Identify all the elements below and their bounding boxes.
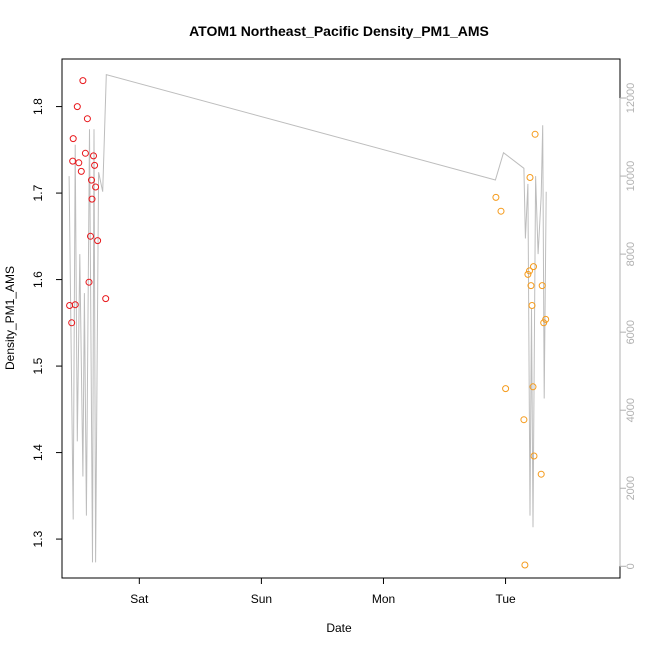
data-point bbox=[497, 207, 505, 215]
data-point bbox=[83, 115, 91, 123]
y-right-tick-label: 12000 bbox=[625, 83, 637, 114]
y-tick-label: 1.6 bbox=[31, 271, 45, 288]
data-point bbox=[75, 159, 83, 167]
x-axis-label: Date bbox=[326, 621, 352, 635]
data-point bbox=[531, 130, 539, 138]
chart-title: ATOM1 Northeast_Pacific Density_PM1_AMS bbox=[189, 23, 489, 39]
y-tick-label: 1.5 bbox=[31, 357, 45, 374]
data-point bbox=[66, 302, 74, 309]
y-right-tick-label: 4000 bbox=[625, 398, 637, 422]
data-point bbox=[87, 232, 94, 240]
y-right-tick-label: 6000 bbox=[625, 320, 637, 344]
x-axis: Sat Sun Mon Tue bbox=[130, 577, 516, 606]
data-point bbox=[537, 470, 545, 478]
y-axis-left: 1.3 1.4 1.5 1.6 1.7 1.8 bbox=[31, 98, 63, 547]
data-point bbox=[69, 135, 77, 143]
data-point bbox=[530, 452, 538, 460]
y-axis-label: Density_PM1_AMS bbox=[3, 266, 17, 370]
y-tick-label: 1.8 bbox=[31, 98, 45, 115]
data-point bbox=[524, 270, 532, 278]
data-point bbox=[71, 301, 79, 309]
line-series-path bbox=[68, 73, 547, 563]
data-point bbox=[94, 237, 102, 245]
data-point bbox=[527, 282, 535, 290]
data-point bbox=[526, 174, 534, 181]
y-right-tick-label: 2000 bbox=[625, 476, 637, 500]
data-point bbox=[69, 157, 77, 165]
data-point bbox=[520, 416, 528, 424]
y-right-tick-label: 10000 bbox=[625, 161, 637, 192]
x-tick-label: Sun bbox=[251, 592, 272, 606]
x-tick-label: Mon bbox=[372, 592, 395, 606]
data-point bbox=[88, 195, 96, 203]
data-point bbox=[526, 267, 533, 275]
data-point bbox=[538, 282, 546, 290]
data-point bbox=[85, 278, 93, 286]
y-axis-right: 0 2000 4000 6000 8000 10000 12000 bbox=[619, 83, 637, 569]
line-series bbox=[68, 73, 547, 563]
data-point bbox=[521, 561, 529, 569]
data-point bbox=[102, 295, 110, 303]
data-point bbox=[77, 167, 85, 175]
data-point bbox=[492, 193, 500, 201]
y-tick-label: 1.7 bbox=[31, 184, 45, 201]
data-point bbox=[88, 176, 95, 184]
data-point bbox=[540, 319, 548, 327]
data-point bbox=[530, 263, 537, 271]
data-point bbox=[502, 385, 510, 393]
x-tick-label: Tue bbox=[495, 592, 516, 606]
data-point bbox=[528, 302, 536, 309]
point-series bbox=[66, 77, 550, 569]
data-point bbox=[73, 103, 81, 111]
data-point bbox=[91, 161, 99, 169]
data-point bbox=[68, 319, 76, 327]
y-tick-label: 1.3 bbox=[31, 530, 45, 547]
data-point bbox=[542, 315, 550, 323]
data-point bbox=[79, 77, 87, 85]
data-point bbox=[90, 152, 97, 160]
y-tick-label: 1.4 bbox=[31, 444, 45, 461]
y-right-tick-label: 0 bbox=[625, 563, 637, 569]
data-point bbox=[529, 383, 537, 391]
x-tick-label: Sat bbox=[130, 592, 149, 606]
data-point bbox=[92, 183, 100, 191]
y-right-tick-label: 8000 bbox=[625, 242, 637, 266]
data-point bbox=[81, 149, 89, 157]
